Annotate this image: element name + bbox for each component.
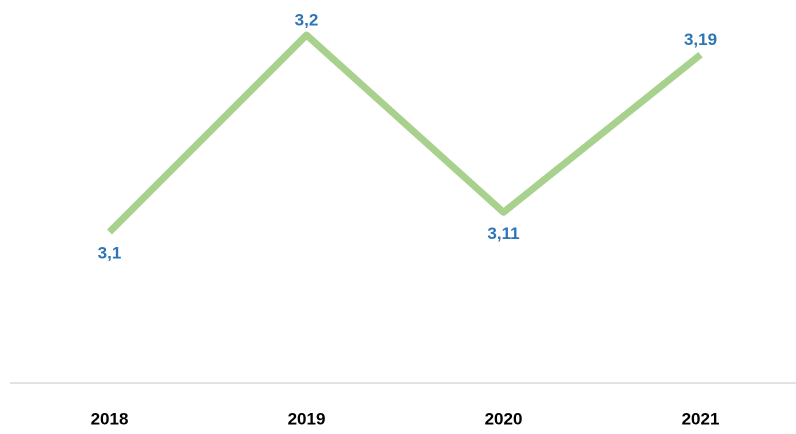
data-label: 3,11 xyxy=(487,224,519,243)
data-label: 3,2 xyxy=(295,10,319,29)
data-label: 3,1 xyxy=(98,243,122,262)
x-tick-label: 2019 xyxy=(288,409,326,428)
x-tick-label: 2018 xyxy=(91,409,129,428)
x-tick-label: 2020 xyxy=(485,409,523,428)
line xyxy=(107,31,703,235)
data-label: 3,19 xyxy=(684,30,717,49)
x-tick-label: 2021 xyxy=(682,409,720,428)
